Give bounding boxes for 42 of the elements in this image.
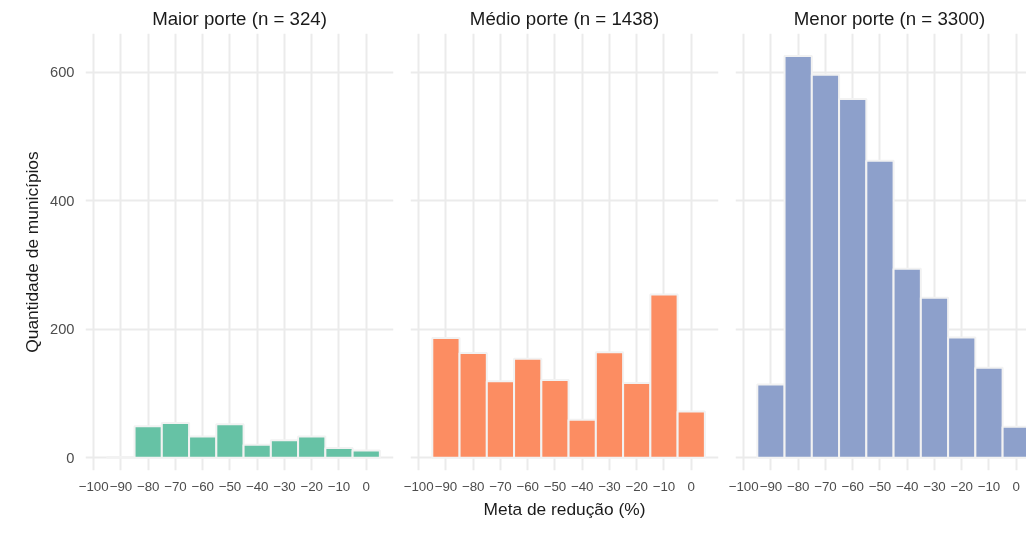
x-tick-label: −30 bbox=[273, 478, 296, 494]
x-tick-label: −80 bbox=[786, 478, 810, 494]
chart-title: Maior porte (n = 324) bbox=[152, 7, 327, 29]
x-tick-label: −50 bbox=[218, 478, 242, 494]
x-tick-label: −90 bbox=[109, 478, 133, 494]
y-axis-title: Quantidade de municípios bbox=[22, 151, 43, 353]
x-tick-label: 0 bbox=[362, 478, 370, 494]
x-tick-label: −40 bbox=[570, 478, 594, 494]
x-tick-label: −70 bbox=[164, 478, 187, 494]
chart-title: Menor porte (n = 3300) bbox=[793, 7, 986, 29]
x-tick-label: −90 bbox=[759, 478, 783, 494]
x-tick-label: −90 bbox=[434, 478, 458, 494]
chart-title: Médio porte (n = 1438) bbox=[469, 7, 660, 29]
x-tick-label: −20 bbox=[625, 478, 649, 494]
x-tick-label: −100 bbox=[728, 478, 759, 494]
y-tick-label: 0 bbox=[66, 449, 75, 466]
y-tick-label: 600 bbox=[50, 64, 75, 81]
x-tick-label: 0 bbox=[687, 478, 695, 494]
x-tick-label: −30 bbox=[598, 478, 621, 494]
x-tick-label: −10 bbox=[652, 478, 676, 494]
y-tick-label: 200 bbox=[50, 321, 75, 338]
x-tick-label: 0 bbox=[1012, 478, 1020, 494]
x-tick-label: −10 bbox=[977, 478, 1001, 494]
x-tick-label: −60 bbox=[516, 478, 540, 494]
x-tick-label: −100 bbox=[403, 478, 434, 494]
x-tick-label: −80 bbox=[136, 478, 160, 494]
x-tick-label: −70 bbox=[489, 478, 512, 494]
x-tick-label: −60 bbox=[841, 478, 865, 494]
x-tick-label: −20 bbox=[300, 478, 324, 494]
x-tick-label: −50 bbox=[543, 478, 567, 494]
x-tick-label: −50 bbox=[868, 478, 892, 494]
x-tick-label: −60 bbox=[191, 478, 215, 494]
x-tick-label: −40 bbox=[895, 478, 919, 494]
x-tick-label: −100 bbox=[78, 478, 109, 494]
x-tick-label: −20 bbox=[950, 478, 974, 494]
x-tick-label: −30 bbox=[923, 478, 946, 494]
x-tick-label: −70 bbox=[814, 478, 837, 494]
y-tick-label: 400 bbox=[50, 192, 75, 209]
x-tick-label: −40 bbox=[245, 478, 269, 494]
x-axis-title: Meta de redução (%) bbox=[483, 498, 646, 519]
x-tick-label: −80 bbox=[461, 478, 485, 494]
x-tick-label: −10 bbox=[327, 478, 351, 494]
